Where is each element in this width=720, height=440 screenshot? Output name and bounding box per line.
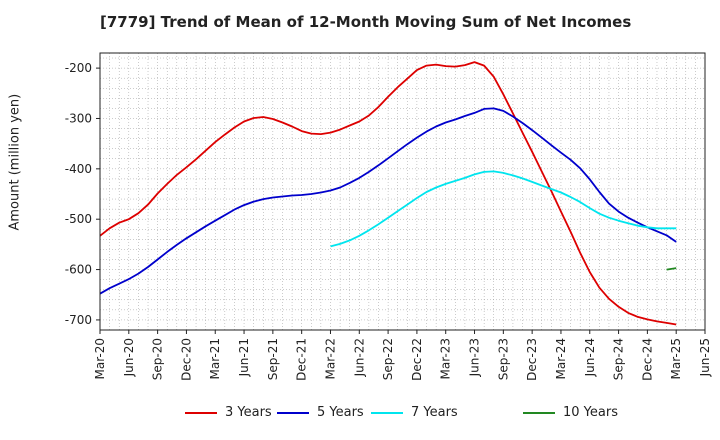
legend-swatch: [371, 411, 403, 414]
series-line-7-years: [330, 170, 677, 248]
x-tick-label: Dec-21: [295, 338, 309, 381]
plot-frame: [99, 52, 706, 331]
x-tick-label: Jun-21: [237, 338, 251, 377]
x-tick-label: Mar-24: [554, 338, 568, 379]
x-tick-label: Dec-20: [179, 338, 193, 381]
x-tick-label: Mar-22: [323, 338, 337, 379]
legend-swatch: [523, 411, 555, 414]
y-tick-label: -500: [65, 212, 92, 226]
legend-label: 7 Years: [411, 405, 458, 420]
x-tick-label: Sep-20: [151, 338, 165, 380]
series-line-10-years: [666, 267, 677, 271]
plot-area: [100, 53, 705, 330]
legend-swatch: [185, 411, 217, 414]
legend-item-10-years: 10 Years: [523, 405, 618, 420]
x-tick-label: Mar-21: [208, 338, 222, 379]
series-lines: [99, 61, 677, 326]
x-tick-label: Mar-23: [439, 338, 453, 379]
legend-item-7-years: 7 Years: [371, 405, 458, 420]
x-tick-label: Sep-21: [266, 338, 280, 380]
x-tick-label: Sep-22: [381, 338, 395, 380]
legend-label: 10 Years: [563, 405, 618, 420]
y-tick-label: -300: [65, 111, 92, 125]
y-tick-label: -200: [65, 61, 92, 75]
x-tick-label: Jun-20: [122, 338, 136, 377]
y-tick-label: -700: [65, 313, 92, 327]
x-tick-label: Sep-23: [496, 338, 510, 380]
legend-label: 3 Years: [225, 405, 272, 420]
y-tick-label: -600: [65, 263, 92, 277]
x-tick-label: Mar-20: [93, 338, 107, 379]
x-tick-label: Sep-24: [612, 338, 626, 380]
legend-item-5-years: 5 Years: [277, 405, 364, 420]
x-tick-label: Dec-24: [640, 338, 654, 381]
legend-item-3-years: 3 Years: [185, 405, 272, 420]
legend: 3 Years 5 Years 7 Years 10 Years: [0, 405, 720, 425]
legend-swatch: [277, 411, 309, 414]
series-line-3-years: [99, 61, 677, 326]
chart-title: [7779] Trend of Mean of 12-Month Moving …: [100, 13, 632, 31]
x-tick-label: Dec-23: [525, 338, 539, 381]
x-tick-label: Jun-22: [352, 338, 366, 377]
x-tick-label: Jun-24: [583, 338, 597, 377]
x-tick-label: Dec-22: [410, 338, 424, 381]
legend-label: 5 Years: [317, 405, 364, 420]
y-tick-label: -400: [65, 162, 92, 176]
x-tick-label: Jun-25: [698, 338, 712, 377]
x-tick-label: Mar-25: [669, 338, 683, 379]
x-tick-label: Jun-23: [468, 338, 482, 377]
series-line-5-years: [99, 107, 677, 295]
